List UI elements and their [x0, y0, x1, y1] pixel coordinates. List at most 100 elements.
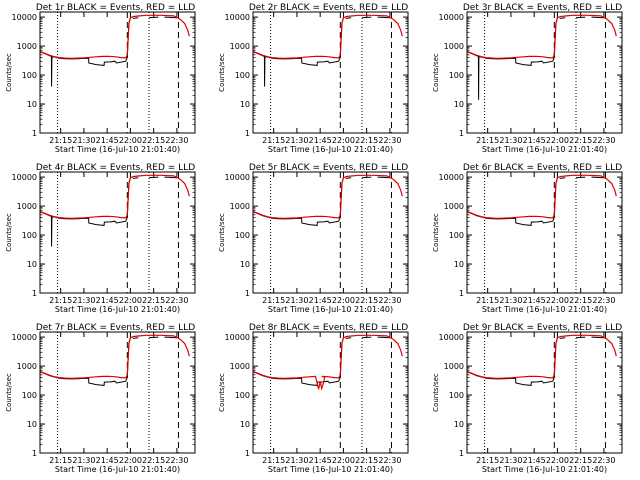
chart-title: Det 9r BLACK = Events, RED = LLD: [463, 323, 622, 333]
plot-frame: [39, 11, 196, 134]
x-tick-label: 21:30: [499, 296, 522, 305]
events-line: [39, 177, 131, 247]
lld-line: [466, 174, 617, 219]
y-tick-label: 10: [27, 100, 37, 109]
y-axis-label: Counts/sec: [432, 53, 440, 92]
events-line-segment: [132, 17, 139, 19]
plot-frame: [252, 171, 409, 294]
y-tick-label: 100: [449, 231, 464, 240]
y-tick-label: 1: [459, 449, 464, 458]
x-axis-label: Start Time (16-Jul-10 21:01:40): [482, 305, 607, 314]
x-tick-label: 21:30: [285, 136, 308, 145]
x-tick-label: 21:15: [476, 296, 499, 305]
y-tick-label: 1: [459, 129, 464, 138]
chart-title: Det 1r BLACK = Events, RED = LLD: [36, 3, 195, 13]
plot-frame: [466, 171, 623, 294]
x-tick-label: 22:00: [119, 296, 142, 305]
y-tick-label: 100: [235, 391, 250, 400]
x-tick-label: 21:30: [285, 456, 308, 465]
events-line-segment: [164, 176, 177, 179]
y-tick-label: 10000: [12, 13, 37, 22]
y-tick-label: 10000: [225, 173, 250, 182]
chart-panel-4: Det 4r BLACK = Events, RED = LLD 1 10 100 10…: [5, 163, 196, 314]
x-tick-label: 21:45: [309, 136, 332, 145]
y-tick-label: 1000: [230, 362, 250, 371]
lld-line: [466, 334, 617, 379]
chart-panel-8: Det 8r BLACK = Events, RED = LLD 1 10 100 10…: [218, 323, 409, 474]
x-tick-label: 21:15: [49, 136, 72, 145]
events-line-segment: [345, 17, 352, 19]
x-tick-label: 21:45: [96, 456, 119, 465]
events-line: [252, 17, 344, 87]
events-line-segment: [559, 17, 566, 19]
plot-frame: [466, 11, 623, 134]
x-tick-label: 22:00: [546, 456, 569, 465]
y-tick-label: 1: [32, 449, 37, 458]
y-tick-label: 10000: [12, 333, 37, 342]
events-line-segment: [377, 16, 390, 19]
x-tick-label: 21:15: [49, 296, 72, 305]
x-tick-label: 22:15: [142, 456, 165, 465]
lld-line: [39, 334, 190, 379]
y-tick-label: 10: [27, 260, 37, 269]
chart-panel-5: Det 5r BLACK = Events, RED = LLD 1 10 100 10…: [218, 163, 409, 314]
x-axis-label: Start Time (16-Jul-10 21:01:40): [268, 145, 393, 154]
y-axis-label: Counts/sec: [432, 373, 440, 412]
y-tick-label: 100: [22, 391, 37, 400]
lld-line: [39, 174, 190, 219]
x-tick-label: 22:30: [378, 296, 401, 305]
x-tick-label: 22:15: [569, 136, 592, 145]
lld-line: [252, 174, 403, 219]
x-tick-label: 21:30: [72, 296, 95, 305]
events-line-segment: [575, 176, 586, 179]
x-tick-label: 21:45: [523, 456, 546, 465]
events-line: [466, 17, 558, 100]
lld-line: [252, 14, 403, 59]
events-line-segment: [591, 176, 604, 179]
events-line-segment: [361, 176, 372, 179]
events-line-segment: [148, 336, 159, 339]
x-tick-label: 22:30: [378, 456, 401, 465]
events-line-segment: [361, 336, 372, 339]
chart-title: Det 5r BLACK = Events, RED = LLD: [249, 163, 408, 173]
y-tick-label: 10: [27, 420, 37, 429]
y-tick-label: 1000: [444, 362, 464, 371]
x-tick-label: 21:45: [309, 456, 332, 465]
y-tick-label: 1000: [17, 202, 37, 211]
y-tick-label: 1: [245, 129, 250, 138]
events-line-segment: [377, 336, 390, 339]
x-axis-label: Start Time (16-Jul-10 21:01:40): [55, 145, 180, 154]
x-axis-label: Start Time (16-Jul-10 21:01:40): [55, 465, 180, 474]
x-tick-label: 21:30: [285, 296, 308, 305]
chart-panel-2: Det 2r BLACK = Events, RED = LLD 1 10 100 10…: [218, 3, 409, 154]
x-tick-label: 21:45: [309, 296, 332, 305]
chart-title: Det 7r BLACK = Events, RED = LLD: [36, 323, 195, 333]
y-tick-label: 1: [245, 449, 250, 458]
y-tick-label: 10: [240, 260, 250, 269]
chart-panel-6: Det 6r BLACK = Events, RED = LLD 1 10 100 10…: [432, 163, 623, 314]
x-tick-label: 22:15: [355, 456, 378, 465]
y-tick-label: 10: [240, 420, 250, 429]
events-line-segment: [575, 336, 586, 339]
x-tick-label: 22:00: [332, 136, 355, 145]
x-tick-label: 22:00: [546, 136, 569, 145]
y-tick-label: 1000: [444, 42, 464, 51]
x-tick-label: 22:15: [142, 296, 165, 305]
chart-title: Det 3r BLACK = Events, RED = LLD: [463, 3, 622, 13]
x-tick-label: 21:15: [262, 136, 285, 145]
y-tick-label: 1000: [444, 202, 464, 211]
y-tick-label: 10000: [439, 13, 464, 22]
x-axis-label: Start Time (16-Jul-10 21:01:40): [268, 465, 393, 474]
y-tick-label: 100: [22, 231, 37, 240]
events-line-segment: [164, 336, 177, 339]
x-tick-label: 22:30: [592, 296, 615, 305]
x-tick-label: 22:15: [355, 136, 378, 145]
x-tick-label: 22:30: [165, 456, 188, 465]
lld-line: [466, 14, 617, 59]
y-tick-label: 100: [235, 71, 250, 80]
x-tick-label: 22:30: [592, 136, 615, 145]
events-line-segment: [148, 16, 159, 19]
y-tick-label: 10: [454, 260, 464, 269]
y-tick-label: 10000: [225, 333, 250, 342]
